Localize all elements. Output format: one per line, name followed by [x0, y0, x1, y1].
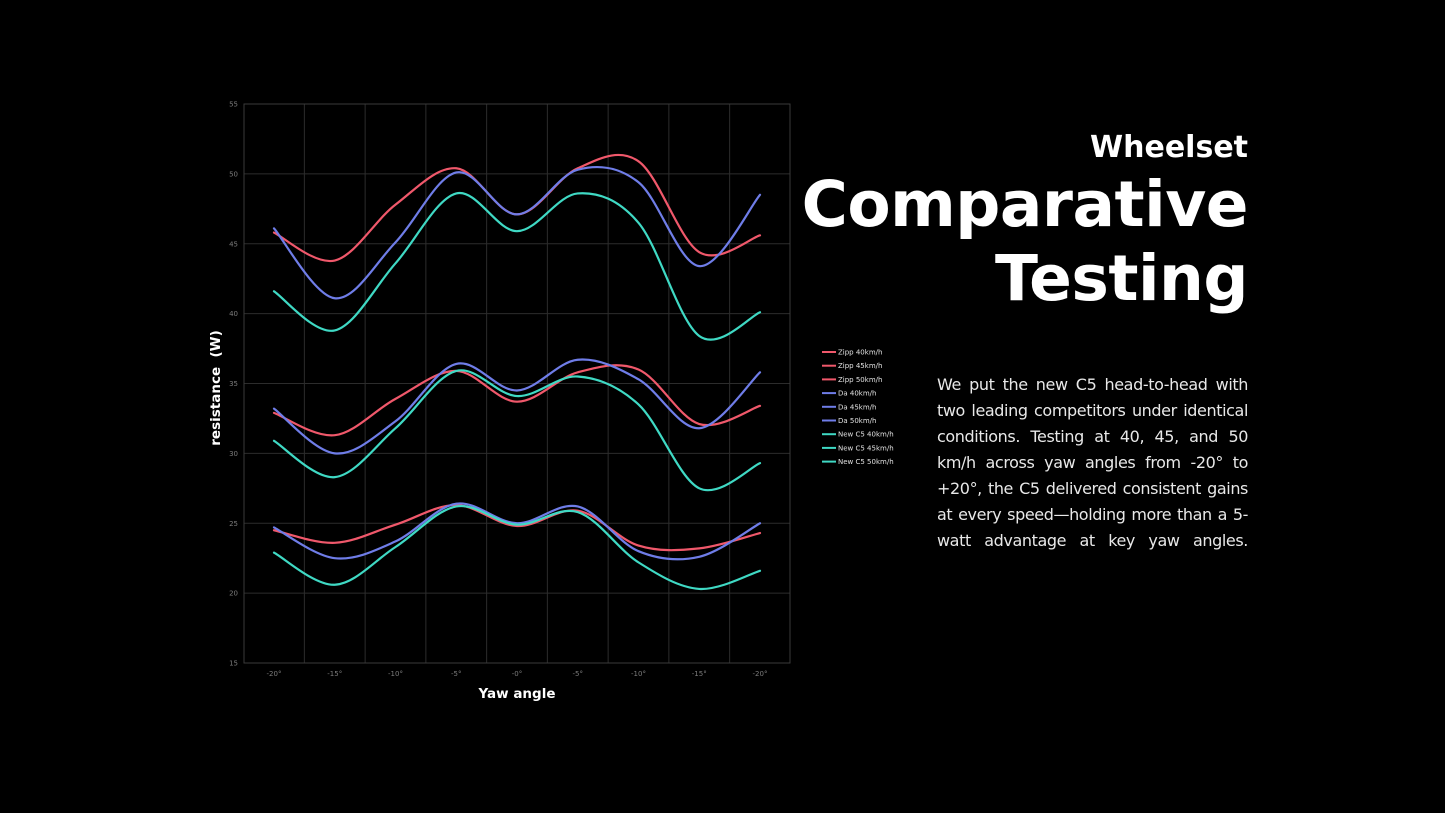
x-tick-label: -5°: [573, 670, 583, 678]
y-tick-label: 20: [229, 590, 238, 598]
y-tick-label: 55: [229, 101, 238, 109]
heading-title-text: Comparative Testing: [801, 168, 1249, 315]
heading-subtitle: Wheelset: [1090, 130, 1248, 165]
legend-label: Zipp 40km/h: [838, 349, 882, 357]
y-tick-label: 15: [229, 660, 238, 668]
plot-frame: [243, 103, 791, 664]
series-line: [272, 502, 762, 561]
chart-tick-labels: 15 20 25 30 35 40 45 50 55 -20° -15° -10° -5° -0° -5° -…: [229, 101, 767, 679]
x-tick-label: -10°: [388, 670, 403, 678]
series-line: [272, 504, 762, 591]
y-tick-label: 45: [229, 240, 238, 248]
x-tick-label: -5°: [451, 670, 461, 678]
x-axis-title: Yaw angle: [478, 686, 556, 702]
description-text: We put the new C5 head-to-head with two …: [937, 375, 1248, 550]
series-line: [272, 192, 762, 341]
heading-title: Comparative Testing: [801, 168, 1249, 316]
x-tick-label: -20°: [267, 670, 282, 678]
legend-label: Da 50km/h: [838, 417, 876, 425]
legend-label: New C5 40km/h: [838, 431, 894, 439]
x-tick-label: -0°: [512, 670, 522, 678]
heading-title-word: Testing: [995, 242, 1249, 315]
legend-label: Zipp 50km/h: [838, 376, 882, 384]
legend-label: Da 45km/h: [838, 403, 876, 411]
y-tick-label: 30: [229, 450, 238, 458]
x-tick-label: -10°: [631, 670, 646, 678]
x-tick-label: -15°: [692, 670, 707, 678]
series-line: [272, 369, 762, 492]
legend-label: Zipp 45km/h: [838, 362, 882, 370]
x-tick-label: -20°: [753, 670, 768, 678]
series-line: [272, 364, 762, 437]
heading-title-word: Comparative: [801, 168, 1249, 241]
series-line: [272, 503, 762, 552]
y-axis-title: resistance (W): [208, 330, 224, 445]
y-tick-label: 50: [229, 170, 238, 178]
legend-label: Da 40km/h: [838, 390, 876, 398]
legend-label: New C5 50km/h: [838, 458, 894, 466]
y-tick-label: 35: [229, 380, 238, 388]
y-tick-label: 25: [229, 520, 238, 528]
chart-series-lines: [272, 153, 762, 591]
y-tick-label: 40: [229, 310, 238, 318]
x-tick-label: -15°: [327, 670, 342, 678]
chart-legend: Zipp 40km/h Zipp 45km/h Zipp 50km/h Da 40km…: [822, 349, 894, 466]
series-line: [272, 358, 762, 455]
series-line: [272, 153, 762, 263]
legend-label: New C5 45km/h: [838, 444, 894, 452]
series-line: [272, 165, 762, 300]
chart-grid: [243, 103, 791, 664]
